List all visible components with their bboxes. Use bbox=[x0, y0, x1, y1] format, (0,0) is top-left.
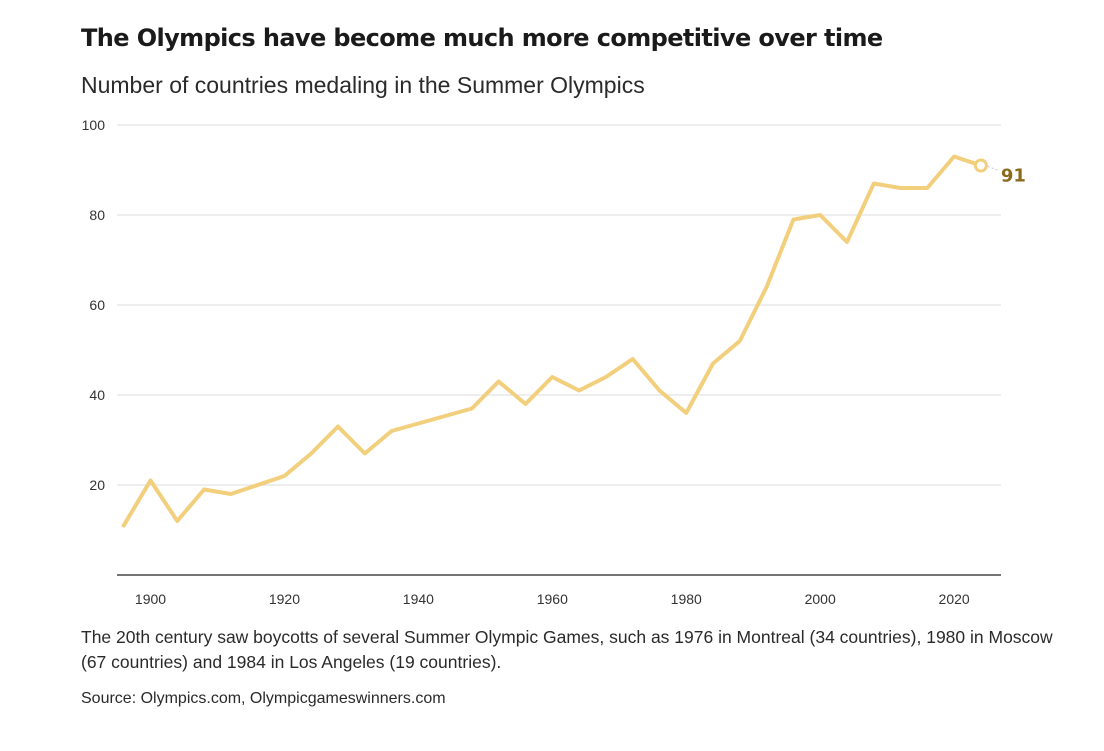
data-point-1960 bbox=[550, 375, 554, 379]
data-point-2012 bbox=[899, 186, 903, 190]
x-tick-label-1920: 1920 bbox=[269, 591, 300, 607]
data-point-1968 bbox=[604, 375, 608, 379]
data-point-1984 bbox=[711, 362, 715, 366]
data-point-1948 bbox=[470, 407, 474, 411]
data-point-1900 bbox=[148, 479, 152, 483]
x-tick-label-2000: 2000 bbox=[805, 591, 836, 607]
data-point-1896 bbox=[122, 524, 126, 528]
footnote: The 20th century saw boycotts of several… bbox=[81, 627, 1053, 672]
x-axis-ticks: 1900 1920 1940 1960 1980 2000 2020 bbox=[135, 591, 970, 607]
data-point-2000 bbox=[818, 213, 822, 217]
data-point-1920 bbox=[282, 474, 286, 478]
series-group bbox=[121, 154, 983, 528]
data-point-1924 bbox=[309, 452, 313, 456]
y-tick-label-100: 100 bbox=[82, 117, 106, 133]
y-tick-label-20: 20 bbox=[89, 477, 105, 493]
chart-title: The Olympics have become much more compe… bbox=[81, 24, 883, 52]
end-value-label: 91 bbox=[1001, 166, 1026, 187]
end-label-leader bbox=[987, 166, 1000, 171]
data-point-1936 bbox=[390, 429, 394, 433]
data-point-1928 bbox=[336, 425, 340, 429]
data-point-1908 bbox=[202, 488, 206, 492]
data-point-1932 bbox=[363, 452, 367, 456]
data-point-1964 bbox=[577, 389, 581, 393]
data-point-2004 bbox=[845, 240, 849, 244]
x-tick-label-1960: 1960 bbox=[537, 591, 568, 607]
end-marker-group: 91 bbox=[973, 158, 1026, 187]
series-line bbox=[121, 154, 983, 528]
chart-subtitle: Number of countries medaling in the Summ… bbox=[81, 72, 645, 98]
line-chart: 20 40 60 80 100 1900 1920 1940 1960 1980 2000 2020… bbox=[82, 117, 1026, 607]
data-point-1988 bbox=[738, 339, 742, 343]
gridlines bbox=[117, 124, 1001, 486]
x-tick-label-2020: 2020 bbox=[939, 591, 970, 607]
data-point-1976 bbox=[657, 389, 661, 393]
end-point-marker bbox=[973, 158, 988, 173]
data-point-1904 bbox=[175, 519, 179, 523]
y-tick-label-60: 60 bbox=[89, 297, 105, 313]
x-tick-label-1940: 1940 bbox=[403, 591, 434, 607]
x-tick-label-1980: 1980 bbox=[671, 591, 702, 607]
y-tick-label-40: 40 bbox=[89, 387, 105, 403]
x-tick-label-1900: 1900 bbox=[135, 591, 166, 607]
data-point-1952 bbox=[497, 380, 501, 384]
data-point-1912 bbox=[229, 492, 233, 496]
data-point-1996 bbox=[791, 218, 795, 222]
data-point-1992 bbox=[765, 285, 769, 289]
data-point-2008 bbox=[872, 182, 876, 186]
y-axis-ticks: 20 40 60 80 100 bbox=[82, 117, 106, 493]
data-point-2016 bbox=[925, 186, 929, 190]
data-point-1972 bbox=[631, 357, 635, 361]
data-point-1956 bbox=[524, 402, 528, 406]
data-point-1980 bbox=[684, 411, 688, 415]
data-point-2020 bbox=[952, 155, 956, 159]
y-tick-label-80: 80 bbox=[89, 207, 105, 223]
source-note: Source: Olympics.com, Olympicgameswinner… bbox=[81, 690, 446, 707]
